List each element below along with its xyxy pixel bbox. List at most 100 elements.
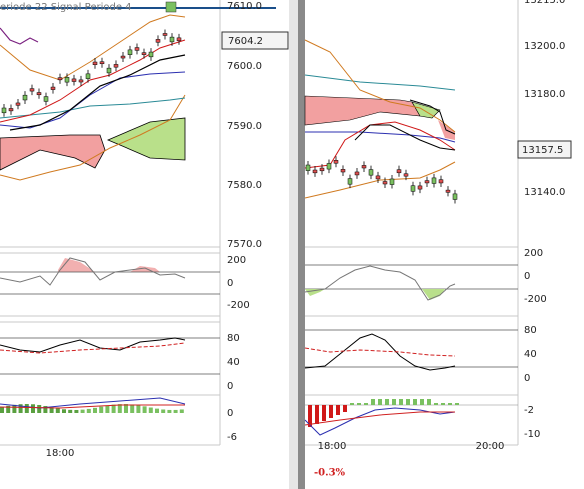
candle (134, 47, 140, 51)
candle (1, 107, 7, 114)
lagging (0, 27, 39, 45)
axis-label: 0 (227, 408, 233, 419)
hist-bar (12, 404, 17, 413)
time-label: 18:00 (318, 441, 347, 452)
candle (22, 94, 28, 101)
price-tag (221, 31, 289, 50)
hist-bar (378, 399, 382, 405)
pane-divider[interactable] (298, 0, 305, 489)
hist-bar (86, 408, 91, 413)
indicator-icon[interactable] (165, 1, 177, 13)
candle (141, 52, 147, 55)
stoch (0, 337, 186, 353)
hist-bar (74, 409, 79, 413)
candle (417, 185, 423, 190)
macd-hist (308, 399, 459, 427)
axis-label: 13215.0 (524, 0, 565, 6)
hist-bar (343, 405, 347, 412)
hist-bar (37, 404, 42, 413)
band-lower (304, 161, 456, 199)
hist-bar (117, 404, 122, 413)
macd-signal (0, 404, 185, 409)
candle (120, 55, 126, 59)
axis-label: 7580.0 (227, 180, 262, 191)
pane-gap (289, 0, 298, 489)
candle (162, 33, 168, 36)
hist-bar (18, 404, 23, 413)
price-tag-text: 7604.2 (228, 36, 263, 47)
hist-bar (24, 404, 29, 413)
axis-label: 7590.0 (227, 121, 262, 132)
ma-blue (0, 71, 186, 129)
axis-label: -6 (227, 432, 237, 443)
candle (354, 171, 360, 176)
ma-red (0, 39, 186, 123)
candle (169, 36, 175, 43)
hist-bar (111, 404, 116, 413)
right-frames (305, 0, 519, 446)
hist-bar (350, 403, 354, 405)
kijun (304, 74, 456, 91)
indicator-header: eriode 22 Signal Periode 4 (0, 2, 132, 13)
candle (43, 96, 49, 102)
candle (326, 163, 332, 170)
right-candles (305, 156, 458, 204)
hist-bar (392, 399, 396, 405)
hist-bar (6, 405, 11, 413)
candle (312, 169, 318, 174)
macd (304, 407, 456, 436)
stoch (304, 333, 456, 371)
hist-bar (364, 403, 368, 405)
ma-black (9, 54, 186, 131)
hist-bar (155, 408, 159, 413)
hist-bar (455, 403, 459, 405)
axis-label: -2 (524, 405, 534, 416)
candle (50, 86, 56, 90)
candle (176, 37, 182, 42)
hist-bar (420, 399, 424, 405)
cloud-green (411, 101, 441, 119)
candle (445, 189, 451, 193)
cloud-red (304, 95, 421, 126)
cloud-green (106, 117, 186, 161)
left-frames (0, 0, 221, 446)
candle (403, 173, 409, 177)
axis-label: 40 (227, 357, 240, 368)
hist-bar (124, 404, 128, 413)
candle (396, 169, 402, 174)
axis-label: 0 (524, 373, 530, 384)
hist-bar (427, 399, 431, 405)
hist-bar (434, 403, 438, 405)
candle (389, 178, 395, 185)
candle (85, 73, 91, 79)
hist-bar (406, 399, 410, 405)
cloud-red (0, 134, 106, 171)
candle (71, 78, 77, 82)
axis-label: 13200.0 (524, 41, 565, 52)
stoch-signal (304, 347, 456, 357)
candle (92, 61, 98, 65)
hist-bar (105, 405, 110, 413)
hist-bar (31, 404, 35, 413)
candle (424, 180, 430, 184)
hist-bar (448, 403, 452, 405)
candle (431, 177, 437, 184)
hist-bar (385, 399, 389, 405)
candle (368, 169, 374, 176)
stoch-signal (0, 342, 186, 354)
hist-bar (43, 405, 48, 413)
hist-bar (167, 409, 172, 413)
hist-bar (329, 405, 333, 418)
axis-label: -10 (524, 429, 540, 440)
hist-bar (130, 404, 135, 413)
osc-fill (422, 289, 445, 300)
candle (106, 67, 112, 74)
macd-signal (304, 411, 455, 426)
band-lower (0, 94, 186, 181)
hist-bar (336, 405, 340, 415)
candle (57, 77, 63, 81)
cci (304, 265, 456, 301)
candle (113, 64, 119, 68)
hist-bar (136, 405, 141, 413)
